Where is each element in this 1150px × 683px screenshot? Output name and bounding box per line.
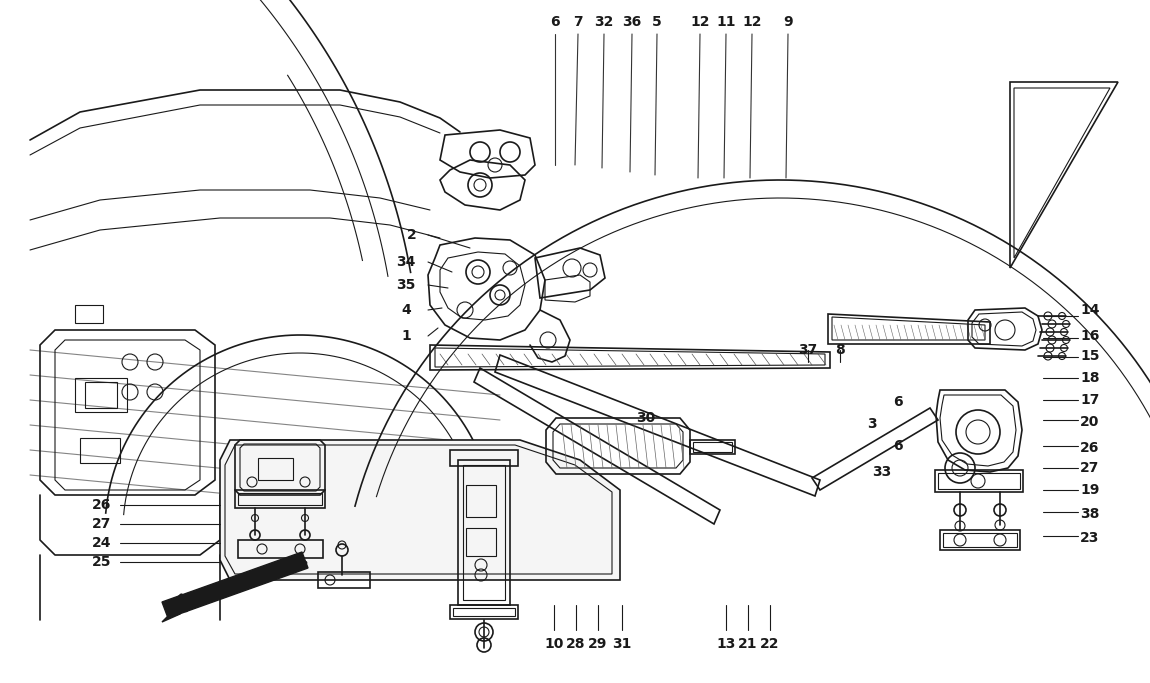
Bar <box>935 470 1024 492</box>
Text: 37: 37 <box>798 343 818 357</box>
Text: 26: 26 <box>92 498 112 512</box>
Polygon shape <box>220 440 620 580</box>
Text: 33: 33 <box>873 465 891 479</box>
Text: 34: 34 <box>397 255 415 269</box>
Polygon shape <box>162 596 187 622</box>
Bar <box>319 572 370 588</box>
Text: 32: 32 <box>595 15 614 29</box>
Bar <box>450 450 518 466</box>
Bar <box>466 485 496 517</box>
Text: 31: 31 <box>612 637 631 651</box>
Polygon shape <box>162 552 308 618</box>
Text: 1: 1 <box>401 329 411 343</box>
Bar <box>690 440 735 454</box>
Text: 10: 10 <box>544 637 564 651</box>
Bar <box>450 605 518 619</box>
Text: 18: 18 <box>1080 371 1099 385</box>
Text: 2: 2 <box>407 228 416 242</box>
Text: 12: 12 <box>690 15 710 29</box>
Text: 27: 27 <box>1080 461 1099 475</box>
Text: 6: 6 <box>550 15 560 29</box>
Text: 29: 29 <box>589 637 607 651</box>
Bar <box>238 493 322 505</box>
Text: 17: 17 <box>1080 393 1099 407</box>
Bar <box>943 533 1017 547</box>
Bar <box>258 458 293 480</box>
Bar <box>466 528 496 556</box>
Text: 24: 24 <box>92 536 112 550</box>
Text: 35: 35 <box>397 278 415 292</box>
Bar <box>453 608 515 616</box>
Text: 25: 25 <box>92 555 112 569</box>
Text: 23: 23 <box>1080 531 1099 545</box>
Text: 8: 8 <box>835 343 845 357</box>
Bar <box>463 465 505 600</box>
Text: 4: 4 <box>401 303 411 317</box>
Bar <box>940 530 1020 550</box>
Bar <box>85 382 117 408</box>
Text: 13: 13 <box>716 637 736 651</box>
Text: 27: 27 <box>92 517 112 531</box>
Bar <box>81 438 120 463</box>
Text: 11: 11 <box>716 15 736 29</box>
Text: 5: 5 <box>652 15 662 29</box>
Bar <box>938 473 1020 489</box>
Text: 30: 30 <box>636 411 655 425</box>
Text: 38: 38 <box>1080 507 1099 521</box>
Text: 28: 28 <box>566 637 585 651</box>
Text: 9: 9 <box>783 15 792 29</box>
Bar <box>238 540 323 558</box>
Text: 6: 6 <box>894 395 903 409</box>
Text: 7: 7 <box>573 15 583 29</box>
Bar <box>75 378 126 412</box>
Text: 16: 16 <box>1080 329 1099 343</box>
Bar <box>458 460 509 605</box>
Text: 36: 36 <box>622 15 642 29</box>
Text: 12: 12 <box>742 15 761 29</box>
Bar <box>75 305 104 323</box>
Text: 3: 3 <box>867 417 876 431</box>
Text: 21: 21 <box>738 637 758 651</box>
Text: 19: 19 <box>1080 483 1099 497</box>
Text: 22: 22 <box>760 637 780 651</box>
Text: 14: 14 <box>1080 303 1099 317</box>
Bar <box>235 490 325 508</box>
Text: 15: 15 <box>1080 349 1099 363</box>
Text: 26: 26 <box>1080 441 1099 455</box>
Text: 6: 6 <box>894 439 903 453</box>
Bar <box>693 442 733 452</box>
Text: 20: 20 <box>1080 415 1099 429</box>
